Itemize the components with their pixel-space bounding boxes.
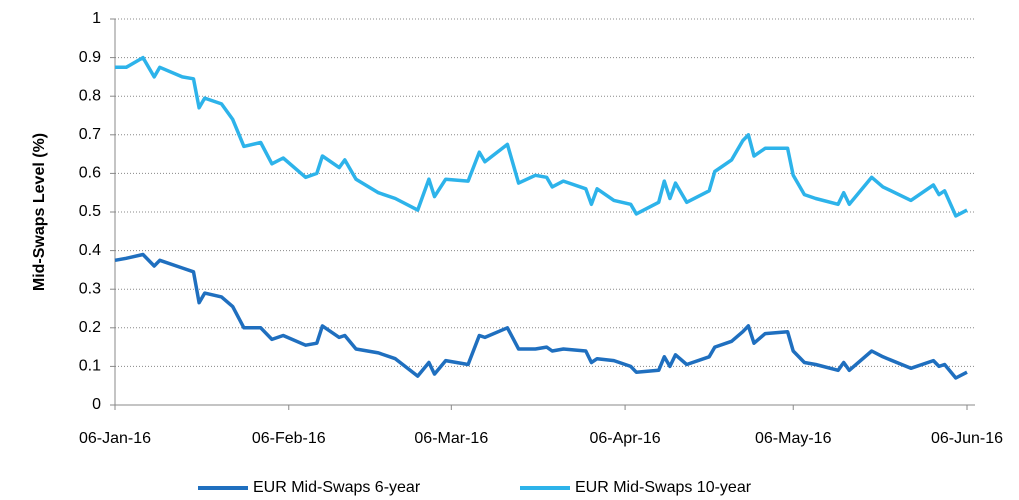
x-tick-label: 06-Jun-16 [931,430,1003,447]
y-tick-label: 0.5 [79,203,101,220]
y-tick-label: 0.7 [79,126,101,143]
y-tick-label: 0.2 [79,319,101,336]
y-tick-label: 0.4 [79,242,101,259]
y-tick-label: 1 [92,10,101,27]
y-axis-label: Mid-Swaps Level (%) [31,133,48,291]
legend-label: EUR Mid-Swaps 10-year [575,479,752,496]
y-tick-label: 0.8 [79,87,101,104]
x-tick-label: 06-Feb-16 [252,430,326,447]
y-tick-label: 0.3 [79,280,101,297]
y-tick-label: 0.6 [79,165,101,182]
x-tick-label: 06-May-16 [755,430,832,447]
x-tick-label: 06-Apr-16 [590,430,661,447]
x-tick-label: 06-Jan-16 [79,430,151,447]
series-line [115,55,968,218]
x-tick-label: 06-Mar-16 [414,430,488,447]
y-tick-label: 0.9 [79,49,101,66]
y-tick-label: 0 [92,396,101,413]
legend-label: EUR Mid-Swaps 6-year [253,479,421,496]
series-line [114,252,968,380]
y-tick-label: 0.1 [79,358,101,375]
